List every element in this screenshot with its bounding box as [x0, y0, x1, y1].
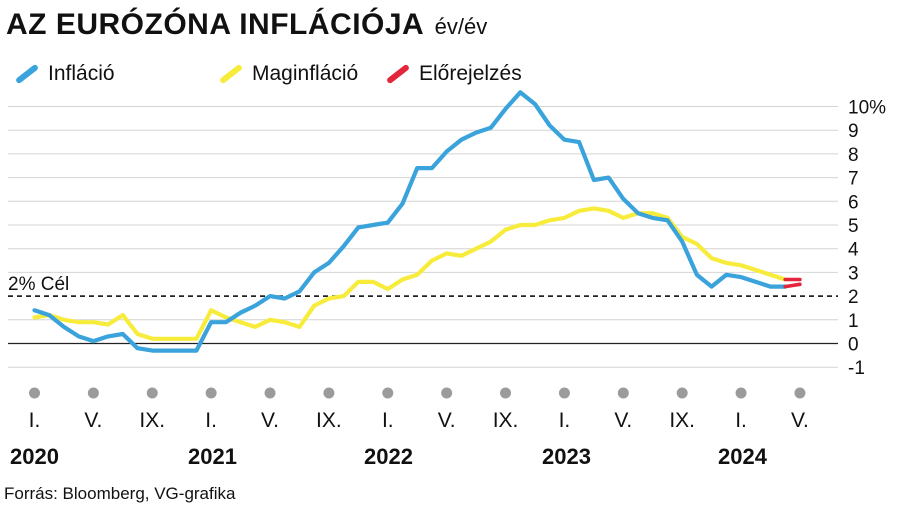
chart-title-row: AZ EURÓZÓNA INFLÁCIÓJA év/év [6, 8, 487, 42]
x-tick-dot [205, 387, 217, 399]
x-tick-label: I. [735, 409, 747, 432]
x-tick-label: I. [559, 409, 571, 432]
x-tick-label: IX. [316, 409, 342, 432]
x-tick-label: IX. [669, 409, 695, 432]
year-label: 2021 [188, 444, 237, 469]
y-tick-label: 4 [848, 240, 859, 261]
legend-label-inflation: Infláció [48, 62, 115, 85]
x-tick-dot [676, 387, 688, 399]
x-tick-label: IX. [139, 409, 165, 432]
y-tick-label: 9 [848, 121, 859, 142]
y-tick-label: 7 [848, 169, 859, 190]
x-tick-label: V. [84, 409, 102, 432]
x-tick-dot [87, 387, 99, 399]
y-tick-label: 0 [848, 335, 859, 356]
x-tick-dot [441, 387, 453, 399]
x-tick-dot [264, 387, 276, 399]
x-tick-label: V. [261, 409, 279, 432]
core-inflation-line [32, 206, 788, 341]
y-tick-label: 5 [848, 216, 859, 237]
chart-title: AZ EURÓZÓNA INFLÁCIÓJA [6, 8, 425, 41]
y-tick-label: 10% [848, 98, 886, 119]
forecast-line [783, 282, 802, 289]
legend-item-inflation: Infláció [14, 62, 115, 86]
y-tick-label: 2 [848, 287, 859, 308]
source-note: Forrás: Bloomberg, VG-grafika [4, 484, 236, 503]
chart-subtitle: év/év [434, 14, 488, 39]
legend-item-forecast: Előrejelzés [385, 62, 522, 86]
x-tick-dot [29, 387, 40, 399]
legend-label-forecast: Előrejelzés [419, 62, 522, 85]
y-tick-label: -1 [848, 358, 865, 379]
year-label: 2022 [364, 444, 413, 469]
target-label: 2% Cél [8, 274, 69, 295]
x-tick-dot [323, 387, 335, 399]
legend-item-core: Maginfláció [218, 62, 358, 86]
x-tick-label: I. [29, 409, 41, 432]
x-tick-dot [794, 387, 806, 399]
x-tick-label: V. [614, 409, 632, 432]
x-tick-dot [617, 387, 629, 399]
x-tick-label: V. [791, 409, 809, 432]
x-tick-dot [146, 387, 158, 399]
x-tick-label: V. [438, 409, 456, 432]
x-tick-dot [735, 387, 747, 399]
year-label: 2024 [718, 444, 767, 469]
year-label: 2023 [542, 444, 591, 469]
legend: Infláció Maginfláció Előrejelzés [0, 62, 560, 92]
x-tick-label: I. [382, 409, 394, 432]
y-tick-label: 8 [848, 145, 859, 166]
x-tick-dot [558, 387, 570, 399]
x-tick-label: I. [205, 409, 217, 432]
y-tick-label: 1 [848, 311, 859, 332]
x-tick-dot [500, 387, 512, 399]
year-label: 2020 [10, 444, 59, 469]
inflation-line [32, 90, 788, 353]
x-tick-dot [382, 387, 394, 399]
y-tick-label: 3 [848, 263, 859, 284]
y-tick-label: 6 [848, 192, 859, 213]
legend-label-core: Maginfláció [252, 62, 359, 85]
x-tick-label: IX. [493, 409, 519, 432]
